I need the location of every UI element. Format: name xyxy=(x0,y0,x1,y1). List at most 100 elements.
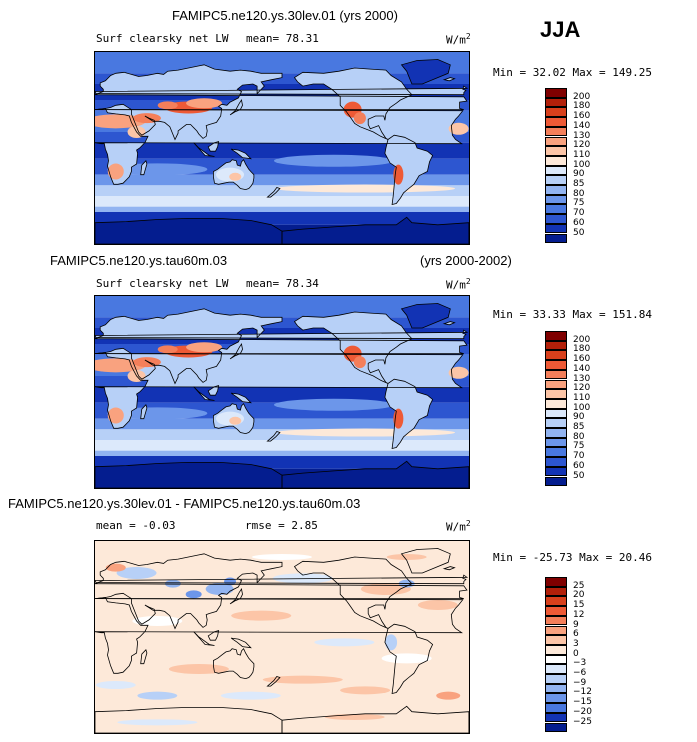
colorbar-swatch xyxy=(545,194,567,205)
diff-region xyxy=(231,610,292,621)
coastline xyxy=(95,707,283,733)
land-fill xyxy=(95,218,282,244)
coastline xyxy=(400,59,451,85)
coastline xyxy=(95,352,464,429)
coastline xyxy=(95,553,468,630)
colorbar-swatch xyxy=(545,214,567,224)
colorbar-swatch xyxy=(545,369,567,380)
colorbar-swatch xyxy=(545,586,567,597)
land-fill xyxy=(231,149,251,159)
panel-1-mean: mean= 78.31 xyxy=(246,32,319,45)
diff-region xyxy=(385,634,398,651)
coastline xyxy=(230,148,252,160)
colorbar-level-label: 100 xyxy=(573,402,591,413)
coastline xyxy=(266,676,281,687)
diff-region xyxy=(360,583,411,595)
warm-region xyxy=(186,342,223,353)
colorbar-level-label: −15 xyxy=(573,697,592,708)
land-fill xyxy=(384,135,433,205)
panel-3-units: W/m2 xyxy=(446,519,471,534)
colorbar-swatch xyxy=(545,703,567,713)
colorbar-level-label: 25 xyxy=(573,580,585,591)
land-fill xyxy=(95,462,282,488)
colorbar-swatch xyxy=(545,204,567,215)
diff-region xyxy=(205,583,234,595)
warm-region xyxy=(186,98,223,109)
coastline xyxy=(266,431,281,442)
warm-region xyxy=(107,163,124,180)
map-canvas xyxy=(95,52,469,244)
warm-region xyxy=(107,407,124,424)
land-fill xyxy=(208,141,219,152)
colorbar-level-label: 90 xyxy=(573,412,585,423)
diff-region xyxy=(314,638,375,647)
coastline xyxy=(400,303,451,329)
coastline xyxy=(230,392,252,404)
colorbar-swatch xyxy=(545,136,567,147)
colorbar-level-label: 50 xyxy=(573,227,585,238)
colorbar-swatch xyxy=(545,428,567,438)
coastline xyxy=(207,385,220,396)
colorbar-swatch xyxy=(545,146,567,156)
colorbar-swatch xyxy=(545,398,567,409)
diff-region xyxy=(381,653,432,664)
colorbar-level-label: 80 xyxy=(573,431,585,442)
colorbar-level-label: 70 xyxy=(573,451,585,462)
diff-region xyxy=(95,681,136,689)
coastline xyxy=(193,386,215,401)
coastline xyxy=(442,321,456,326)
panel-2-mean: mean= 78.34 xyxy=(246,277,319,290)
land-fill xyxy=(282,461,469,488)
colorbar-level-label: 60 xyxy=(573,217,585,228)
diff-region xyxy=(220,691,281,700)
colorbar-swatch xyxy=(545,165,567,176)
lat-band xyxy=(95,185,469,196)
colorbar-swatch xyxy=(545,683,567,694)
colorbar-swatch xyxy=(545,615,567,626)
land-fill xyxy=(282,217,469,244)
field-streak xyxy=(273,154,394,167)
coastline xyxy=(95,574,469,585)
panel-2-case-title: FAMIPC5.ne120.ys.tau60m.03 xyxy=(50,253,228,268)
land-fill xyxy=(193,142,215,157)
map-canvas xyxy=(95,541,469,733)
colorbar-level-label: 80 xyxy=(573,188,585,199)
diff-region xyxy=(386,554,427,560)
warm-region xyxy=(353,356,366,369)
coastline xyxy=(384,378,434,450)
land-fill xyxy=(140,160,147,175)
colorbar-swatch xyxy=(545,185,567,195)
coastline xyxy=(95,462,283,488)
lat-band xyxy=(95,386,469,403)
colorbar-swatch xyxy=(545,644,567,655)
land-fill xyxy=(401,59,451,84)
colorbar-swatch xyxy=(545,437,567,448)
colorbar-level-label: −25 xyxy=(573,716,592,727)
colorbar-level-label: 100 xyxy=(573,159,591,170)
colorbar-level-label: 0 xyxy=(573,648,579,659)
lat-band xyxy=(95,174,469,186)
colorbar-swatch xyxy=(545,418,567,428)
colorbar-swatch xyxy=(545,447,567,458)
lat-band xyxy=(95,440,469,451)
diff-region xyxy=(137,691,178,700)
coastline xyxy=(193,142,215,157)
coastline xyxy=(95,218,283,244)
colorbar-swatch xyxy=(545,223,567,234)
colorbar-level-label: −3 xyxy=(573,658,587,669)
land-fill xyxy=(95,86,467,95)
coastline xyxy=(213,158,255,191)
colorbar-level-label: −20 xyxy=(573,706,592,717)
colorbar-level-label: 60 xyxy=(573,460,585,471)
diff-region xyxy=(168,664,229,674)
coastline xyxy=(95,308,468,385)
colorbar-swatch xyxy=(545,350,567,361)
colorbar-swatch xyxy=(545,155,567,166)
colorbar-level-label: 85 xyxy=(573,179,585,189)
coastline xyxy=(95,597,464,674)
lat-band xyxy=(95,317,469,328)
colorbar-level-label: 160 xyxy=(573,111,591,122)
land-fill xyxy=(140,404,147,419)
colorbar-swatch xyxy=(545,88,567,98)
warm-region xyxy=(448,366,469,379)
